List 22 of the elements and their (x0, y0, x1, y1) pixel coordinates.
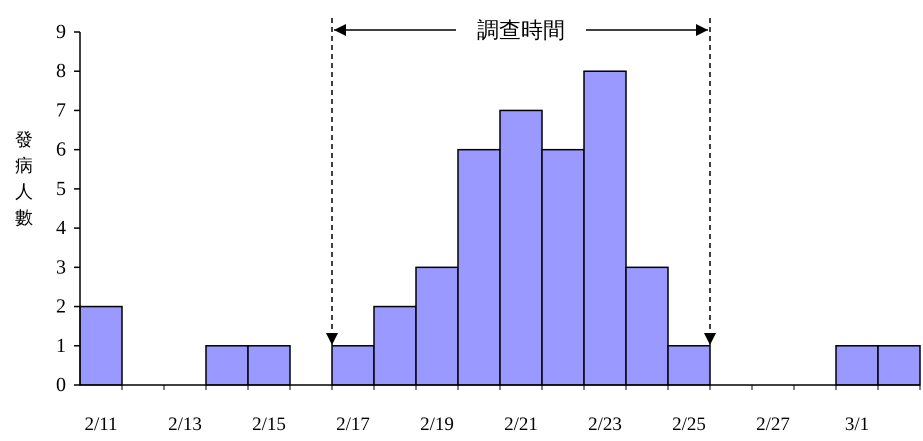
x-tick-label: 2/11 (84, 414, 118, 435)
y-tick-label: 2 (56, 296, 66, 318)
y-tick-label: 8 (56, 60, 66, 82)
x-tick-label: 2/13 (168, 414, 202, 435)
ylabel: 發病人數 (15, 130, 33, 228)
x-tick-label: 2/19 (420, 414, 454, 435)
x-tick-label: 2/25 (672, 414, 706, 435)
y-tick-label: 7 (56, 99, 66, 122)
x-tick-label: 3/1 (844, 414, 870, 435)
y-tick-label: 4 (56, 217, 66, 240)
x-tick-label: 2/17 (336, 414, 370, 435)
y-tick-label: 6 (56, 138, 66, 161)
y-tick-label: 1 (56, 334, 66, 357)
y-tick-label: 9 (56, 21, 66, 43)
y-tick-label: 5 (56, 178, 66, 200)
x-tick-label: 2/15 (252, 414, 286, 435)
x-tick-label: 2/27 (756, 414, 790, 435)
x-tick-label: 2/21 (504, 414, 538, 435)
annotation: 調查時間 (477, 18, 565, 42)
y-tick-label: 3 (56, 256, 66, 278)
y-tick-label: 0 (56, 374, 66, 396)
x-tick-label: 2/23 (588, 414, 622, 435)
